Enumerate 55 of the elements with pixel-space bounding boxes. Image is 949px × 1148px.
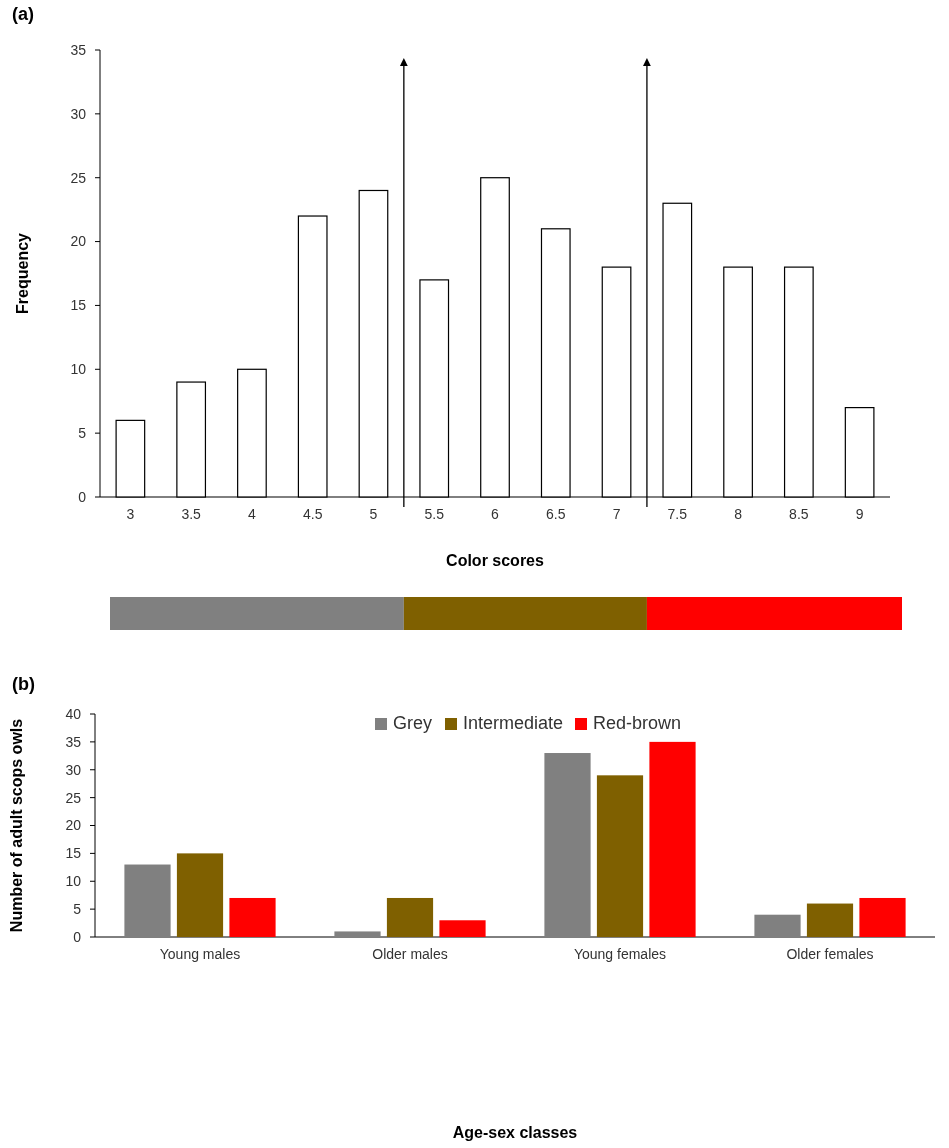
bar	[544, 753, 591, 937]
y-tick-label: 10	[65, 873, 82, 890]
bar	[124, 864, 171, 937]
x-tick-label: 4.5	[302, 506, 323, 522]
y-tick-label: 20	[70, 233, 87, 250]
bar	[754, 914, 801, 937]
y-tick-label: 5	[78, 425, 87, 442]
bar	[806, 903, 854, 937]
legend-label: Intermediate	[463, 713, 564, 733]
x-tick-label: Young females	[573, 946, 667, 962]
y-tick-label: 25	[70, 169, 87, 186]
x-tick-label: 7.5	[667, 506, 688, 522]
y-tick-label: 35	[65, 733, 82, 750]
y-tick-label: 40	[65, 705, 82, 722]
y-tick-label: 20	[65, 817, 82, 834]
bar	[229, 897, 276, 937]
x-tick-label: 3	[126, 506, 135, 522]
x-tick-label: 7	[612, 506, 621, 522]
x-tick-label: Older females	[786, 946, 874, 962]
y-tick-label: 10	[70, 361, 87, 378]
y-tick-label: 15	[65, 845, 82, 862]
y-tick-label: 30	[65, 761, 82, 778]
bar	[859, 897, 906, 937]
x-tick-label: 6.5	[546, 506, 566, 522]
bar	[596, 775, 644, 937]
x-axis-title: Age-sex classes	[452, 1124, 578, 1141]
x-tick-label: 5.5	[424, 506, 445, 522]
y-tick-label: 15	[70, 297, 87, 314]
x-tick-label: 6	[491, 506, 500, 522]
y-axis-title: Number of adult scops owls	[8, 718, 25, 933]
bar	[439, 920, 486, 937]
x-tick-label: 9	[855, 506, 864, 522]
bar	[386, 897, 434, 937]
y-tick-label: 30	[70, 105, 87, 122]
x-tick-label: Young males	[159, 946, 241, 962]
y-tick-label: 25	[65, 789, 82, 806]
x-tick-label: 3.5	[181, 506, 202, 522]
x-tick-label: Older males	[372, 946, 448, 962]
y-axis-title: Frequency	[14, 232, 31, 314]
x-tick-label: 8.5	[789, 506, 809, 522]
bar	[176, 853, 224, 937]
x-tick-label: 8	[734, 506, 743, 522]
y-tick-label: 0	[73, 928, 82, 945]
y-tick-label: 35	[70, 41, 87, 58]
chart-title: (b)	[12, 674, 35, 694]
chart-title: (a)	[12, 4, 34, 24]
y-tick-label: 5	[73, 901, 82, 918]
x-axis-title: Color scores	[446, 552, 545, 569]
legend-label: Grey	[393, 713, 433, 733]
legend-label: Red-brown	[593, 713, 682, 733]
x-tick-label: 4	[248, 506, 257, 522]
x-tick-label: 5	[369, 506, 378, 522]
bar	[649, 741, 696, 937]
bar	[334, 931, 381, 937]
y-tick-label: 0	[78, 488, 87, 505]
